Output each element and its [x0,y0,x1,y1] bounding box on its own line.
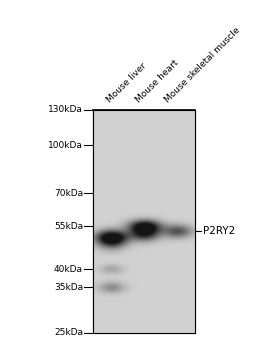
Text: Mouse liver: Mouse liver [105,61,148,105]
Text: Mouse heart: Mouse heart [134,58,180,105]
Text: 55kDa: 55kDa [54,222,83,230]
Text: 40kDa: 40kDa [54,265,83,274]
Text: 25kDa: 25kDa [54,328,83,337]
Text: 130kDa: 130kDa [48,105,83,114]
Text: 35kDa: 35kDa [54,283,83,292]
Text: 100kDa: 100kDa [48,141,83,150]
Text: 70kDa: 70kDa [54,189,83,198]
Text: P2RY2: P2RY2 [202,226,235,236]
Text: Mouse skeletal muscle: Mouse skeletal muscle [163,26,242,105]
FancyBboxPatch shape [93,110,195,333]
